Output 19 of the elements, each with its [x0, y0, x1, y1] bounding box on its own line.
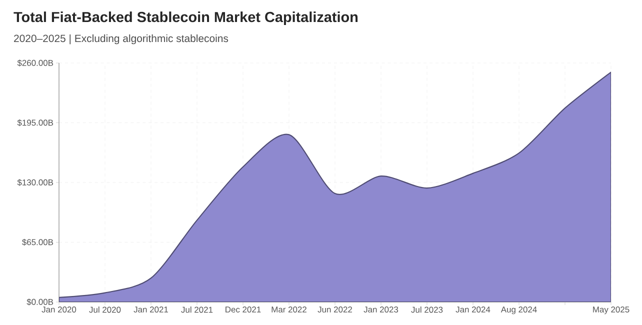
y-tick-label: $130.00B: [17, 179, 54, 186]
x-tick-label: Dec 2021: [226, 306, 261, 313]
y-tick-label: $0.00B: [26, 298, 54, 306]
chart-subtitle: 2020–2025 | Excluding algorithmic stablecoins: [14, 34, 228, 44]
x-tick-label: Jun 2022: [318, 306, 352, 313]
y-tick-label: $195.00B: [17, 119, 54, 126]
x-tick-label: Jul 2020: [89, 306, 121, 313]
x-tick-label: Jan 2024: [456, 306, 490, 313]
x-tick-label: Jan 2021: [134, 306, 168, 313]
chart-title: Total Fiat-Backed Stablecoin Market Capitalization: [14, 12, 358, 25]
y-tick-label: $65.00B: [22, 238, 54, 246]
x-tick-label: Jan 2023: [364, 306, 398, 313]
x-tick-label: Jul 2021: [181, 306, 213, 313]
y-tick-label: $260.00B: [17, 60, 54, 66]
x-tick-label: Mar 2022: [272, 306, 306, 313]
x-tick-label: Jan 2020: [42, 306, 76, 313]
x-tick-label: Aug 2024: [500, 306, 537, 314]
x-tick-label: Jul 2023: [411, 306, 443, 313]
x-tick-label: May 2025: [593, 306, 630, 314]
